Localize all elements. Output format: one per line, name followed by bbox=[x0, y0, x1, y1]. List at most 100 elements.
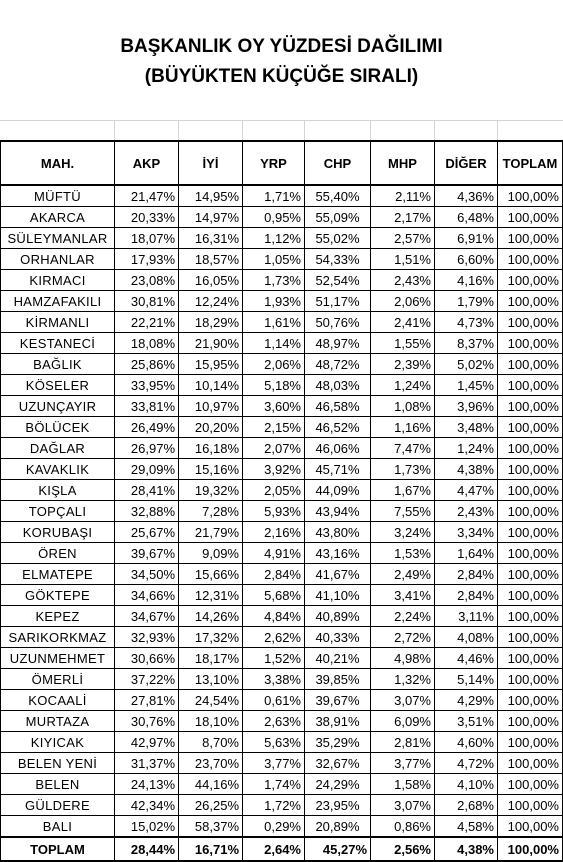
cell-yrp: 1,73% bbox=[242, 269, 305, 291]
cell-akp: 33,95% bbox=[114, 374, 179, 396]
cell-iyi: 14,97% bbox=[178, 206, 243, 228]
cell-chp: 39,67% bbox=[304, 689, 371, 711]
cell-chp: 38,91% bbox=[304, 710, 371, 732]
cell-mhp: 3,07% bbox=[370, 794, 435, 816]
cell-toplam: 100,00% bbox=[497, 752, 563, 774]
cell-diger: 2,84% bbox=[434, 584, 498, 606]
cell-mahalle: ÖREN bbox=[0, 542, 115, 564]
cell-iyi: 15,95% bbox=[178, 353, 243, 375]
cell-akp: 42,97% bbox=[114, 731, 179, 753]
cell-chp: 43,80% bbox=[304, 521, 371, 543]
cell-akp: 28,41% bbox=[114, 479, 179, 501]
cell-diger: 4,29% bbox=[434, 689, 498, 711]
vote-percentage-table: MAH. AKP İYİ YRP CHP MHP DİĞER TOPLAM MÜ… bbox=[0, 140, 563, 862]
cell-akp: 34,66% bbox=[114, 584, 179, 606]
cell-akp: 25,67% bbox=[114, 521, 179, 543]
total-cell: 100,00% bbox=[497, 836, 563, 862]
cell-chp: 35,29% bbox=[304, 731, 371, 753]
cell-yrp: 3,60% bbox=[242, 395, 305, 417]
gridline bbox=[434, 120, 435, 140]
cell-akp: 23,08% bbox=[114, 269, 179, 291]
table-row: TOPÇALI 32,88% 7,28% 5,93% 43,94% 7,55% 2,43% 1… bbox=[0, 500, 563, 522]
cell-mahalle: KEPEZ bbox=[0, 605, 115, 627]
cell-mahalle: BELEN bbox=[0, 773, 115, 795]
cell-iyi: 14,26% bbox=[178, 605, 243, 627]
cell-mahalle: ÖMERLİ bbox=[0, 668, 115, 690]
cell-akp: 30,76% bbox=[114, 710, 179, 732]
cell-diger: 2,68% bbox=[434, 794, 498, 816]
cell-iyi: 19,32% bbox=[178, 479, 243, 501]
cell-mahalle: TOPÇALI bbox=[0, 500, 115, 522]
cell-mhp: 1,24% bbox=[370, 374, 435, 396]
cell-akp: 15,02% bbox=[114, 815, 179, 838]
cell-akp: 31,37% bbox=[114, 752, 179, 774]
cell-yrp: 2,16% bbox=[242, 521, 305, 543]
cell-chp: 43,16% bbox=[304, 542, 371, 564]
table-row: KEPEZ 34,67% 14,26% 4,84% 40,89% 2,24% 3,11% 10… bbox=[0, 605, 563, 627]
header-akp: AKP bbox=[114, 140, 179, 186]
cell-iyi: 58,37% bbox=[178, 815, 243, 838]
cell-yrp: 5,68% bbox=[242, 584, 305, 606]
cell-diger: 3,48% bbox=[434, 416, 498, 438]
cell-toplam: 100,00% bbox=[497, 374, 563, 396]
table-row: MÜFTÜ 21,47% 14,95% 1,71% 55,40% 2,11% 4,36% 10… bbox=[0, 184, 563, 207]
cell-akp: 39,67% bbox=[114, 542, 179, 564]
total-cell: 45,27% bbox=[304, 836, 371, 862]
cell-mhp: 2,57% bbox=[370, 227, 435, 249]
cell-iyi: 16,31% bbox=[178, 227, 243, 249]
cell-chp: 43,94% bbox=[304, 500, 371, 522]
table-row: MURTAZA 30,76% 18,10% 2,63% 38,91% 6,09% 3,51%… bbox=[0, 710, 563, 732]
cell-yrp: 1,52% bbox=[242, 647, 305, 669]
header-toplam: TOPLAM bbox=[497, 140, 563, 186]
cell-chp: 55,09% bbox=[304, 206, 371, 228]
cell-mhp: 2,24% bbox=[370, 605, 435, 627]
cell-akp: 30,81% bbox=[114, 290, 179, 312]
cell-yrp: 0,29% bbox=[242, 815, 305, 838]
cell-yrp: 0,61% bbox=[242, 689, 305, 711]
cell-iyi: 10,97% bbox=[178, 395, 243, 417]
cell-chp: 46,52% bbox=[304, 416, 371, 438]
cell-mhp: 2,41% bbox=[370, 311, 435, 333]
cell-mahalle: HAMZAFAKILI bbox=[0, 290, 115, 312]
table-row: SÜLEYMANLAR 18,07% 16,31% 1,12% 55,02% 2,57% 6… bbox=[0, 227, 563, 249]
cell-akp: 32,88% bbox=[114, 500, 179, 522]
cell-iyi: 13,10% bbox=[178, 668, 243, 690]
table-row: BÖLÜCEK 26,49% 20,20% 2,15% 46,52% 1,16% 3,48%… bbox=[0, 416, 563, 438]
cell-akp: 37,22% bbox=[114, 668, 179, 690]
cell-iyi: 8,70% bbox=[178, 731, 243, 753]
cell-mahalle: AKARCA bbox=[0, 206, 115, 228]
cell-akp: 22,21% bbox=[114, 311, 179, 333]
cell-mhp: 2,11% bbox=[370, 184, 435, 207]
cell-mhp: 2,81% bbox=[370, 731, 435, 753]
cell-diger: 1,24% bbox=[434, 437, 498, 459]
cell-toplam: 100,00% bbox=[497, 689, 563, 711]
cell-toplam: 100,00% bbox=[497, 206, 563, 228]
cell-yrp: 1,74% bbox=[242, 773, 305, 795]
cell-diger: 4,16% bbox=[434, 269, 498, 291]
cell-toplam: 100,00% bbox=[497, 584, 563, 606]
table-row: ÖMERLİ 37,22% 13,10% 3,38% 39,85% 1,32% 5,14% 1… bbox=[0, 668, 563, 690]
cell-diger: 3,34% bbox=[434, 521, 498, 543]
cell-mahalle: BALI bbox=[0, 815, 115, 838]
cell-akp: 18,08% bbox=[114, 332, 179, 354]
cell-diger: 4,46% bbox=[434, 647, 498, 669]
cell-iyi: 26,25% bbox=[178, 794, 243, 816]
cell-iyi: 16,05% bbox=[178, 269, 243, 291]
cell-toplam: 100,00% bbox=[497, 605, 563, 627]
cell-akp: 20,33% bbox=[114, 206, 179, 228]
cell-toplam: 100,00% bbox=[497, 416, 563, 438]
cell-iyi: 12,24% bbox=[178, 290, 243, 312]
cell-mahalle: MURTAZA bbox=[0, 710, 115, 732]
spreadsheet-gridlines bbox=[0, 120, 563, 140]
cell-toplam: 100,00% bbox=[497, 437, 563, 459]
cell-iyi: 15,16% bbox=[178, 458, 243, 480]
cell-diger: 8,37% bbox=[434, 332, 498, 354]
cell-diger: 3,11% bbox=[434, 605, 498, 627]
cell-iyi: 16,18% bbox=[178, 437, 243, 459]
table-row: KORUBAŞI 25,67% 21,79% 2,16% 43,80% 3,24% 3,34… bbox=[0, 521, 563, 543]
cell-yrp: 1,72% bbox=[242, 794, 305, 816]
table-row: GÖKTEPE 34,66% 12,31% 5,68% 41,10% 3,41% 2,84%… bbox=[0, 584, 563, 606]
table-row: UZUNMEHMET 30,66% 18,17% 1,52% 40,21% 4,98% 4,… bbox=[0, 647, 563, 669]
cell-mhp: 4,98% bbox=[370, 647, 435, 669]
cell-diger: 1,45% bbox=[434, 374, 498, 396]
